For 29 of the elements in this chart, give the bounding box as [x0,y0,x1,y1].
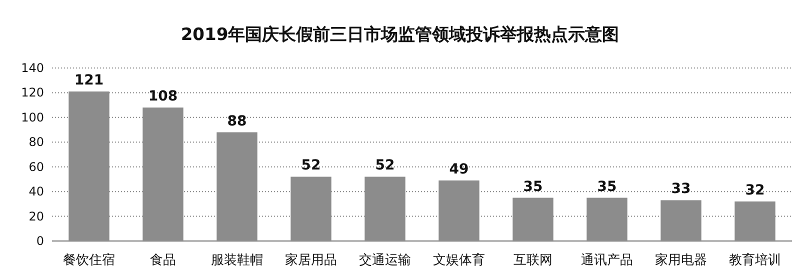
y-tick-label: 140 [21,61,44,75]
x-tick-label: 通讯产品 [581,253,633,268]
data-label: 88 [227,113,247,130]
x-tick-label: 家用电器 [655,252,707,268]
y-tick-label: 80 [28,135,44,150]
data-label: 33 [671,181,691,198]
data-label: 49 [449,161,469,178]
y-tick-label: 40 [28,184,44,199]
x-tick-label: 食品 [150,253,176,268]
x-tick-label: 服装鞋帽 [211,253,263,268]
data-label: 35 [523,178,543,195]
chart-title: 2019年国庆长假前三日市场监管领域投诉举报热点示意图 [180,25,620,45]
y-tick-label: 100 [21,110,44,124]
x-tick-label: 文娱体育 [433,252,485,268]
data-label: 52 [375,158,395,174]
x-tick-label: 餐饮住宿 [63,252,115,268]
y-tick-label: 20 [28,209,44,224]
y-tick-label: 120 [21,86,44,100]
x-tick-label: 教育培训 [729,252,781,268]
data-label: 32 [745,182,765,198]
x-tick-label: 互联网 [514,253,552,268]
data-label: 121 [74,72,104,88]
data-label: 52 [301,158,321,174]
data-label: 108 [148,88,178,105]
x-tick-label: 家居用品 [285,252,337,268]
y-tick-label: 0 [36,234,44,248]
y-tick-label: 60 [28,160,44,174]
data-label: 35 [597,178,617,195]
x-tick-label: 交通运输 [359,252,411,268]
